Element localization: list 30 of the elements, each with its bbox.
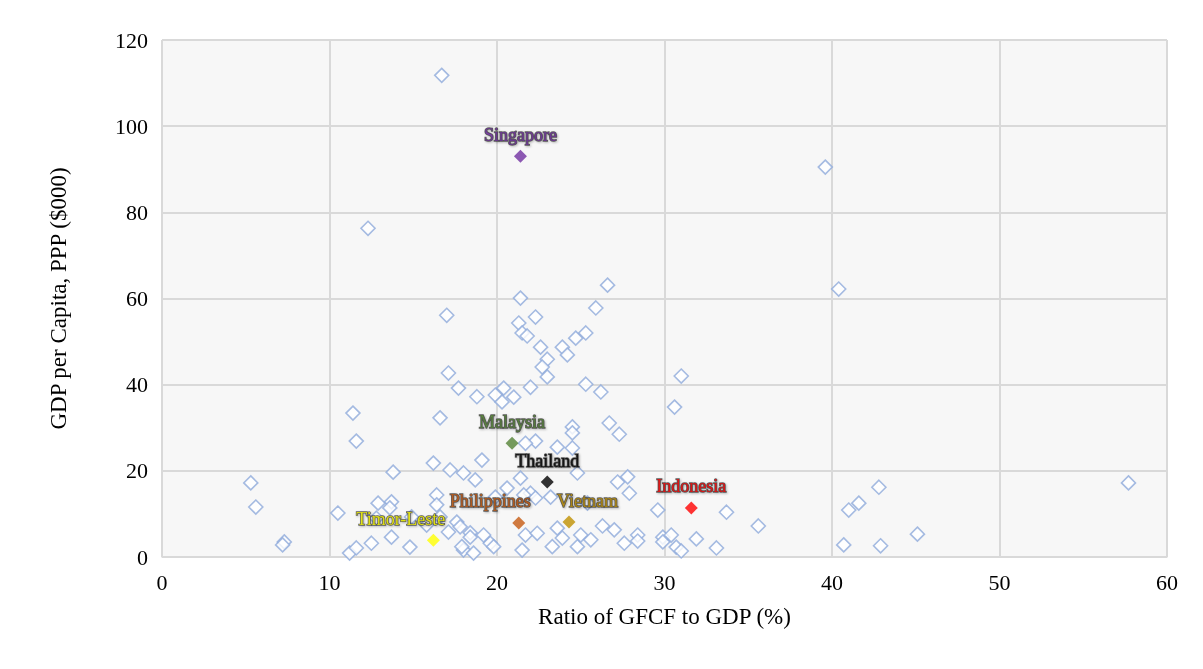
x-tick-label: 0 — [156, 569, 168, 595]
series-label: Philippines — [449, 491, 531, 512]
series-label: Indonesia — [656, 476, 727, 497]
point — [540, 475, 554, 489]
y-tick-label: 80 — [126, 199, 148, 225]
point — [562, 515, 576, 529]
series-label: Malaysia — [479, 411, 546, 432]
point — [513, 149, 527, 163]
y-tick-label: 20 — [126, 458, 148, 484]
x-tick-label: 40 — [821, 569, 843, 595]
x-tick-label: 60 — [1156, 569, 1178, 595]
x-axis-title: Ratio of GFCF to GDP (%) — [538, 604, 791, 629]
point — [505, 436, 519, 450]
x-tick-label: 20 — [486, 569, 508, 595]
x-tick-label: 10 — [318, 569, 341, 595]
y-tick-label: 100 — [115, 113, 148, 139]
x-tick-label: 30 — [653, 569, 676, 595]
series-label: Singapore — [483, 124, 557, 145]
series-label: Vietnam — [557, 490, 618, 511]
point — [426, 533, 440, 547]
y-tick-label: 40 — [126, 372, 148, 398]
series-label: Thailand — [515, 450, 580, 471]
series-label: Timor-Leste — [356, 508, 446, 529]
y-tick-label: 0 — [137, 544, 148, 570]
y-tick-label: 120 — [115, 27, 148, 53]
y-tick-label: 60 — [126, 286, 148, 311]
y-axis-title: GDP per Capita, PPP ($000) — [46, 167, 71, 430]
x-tick-label: 50 — [988, 569, 1011, 595]
point — [512, 516, 526, 530]
point — [684, 501, 698, 515]
